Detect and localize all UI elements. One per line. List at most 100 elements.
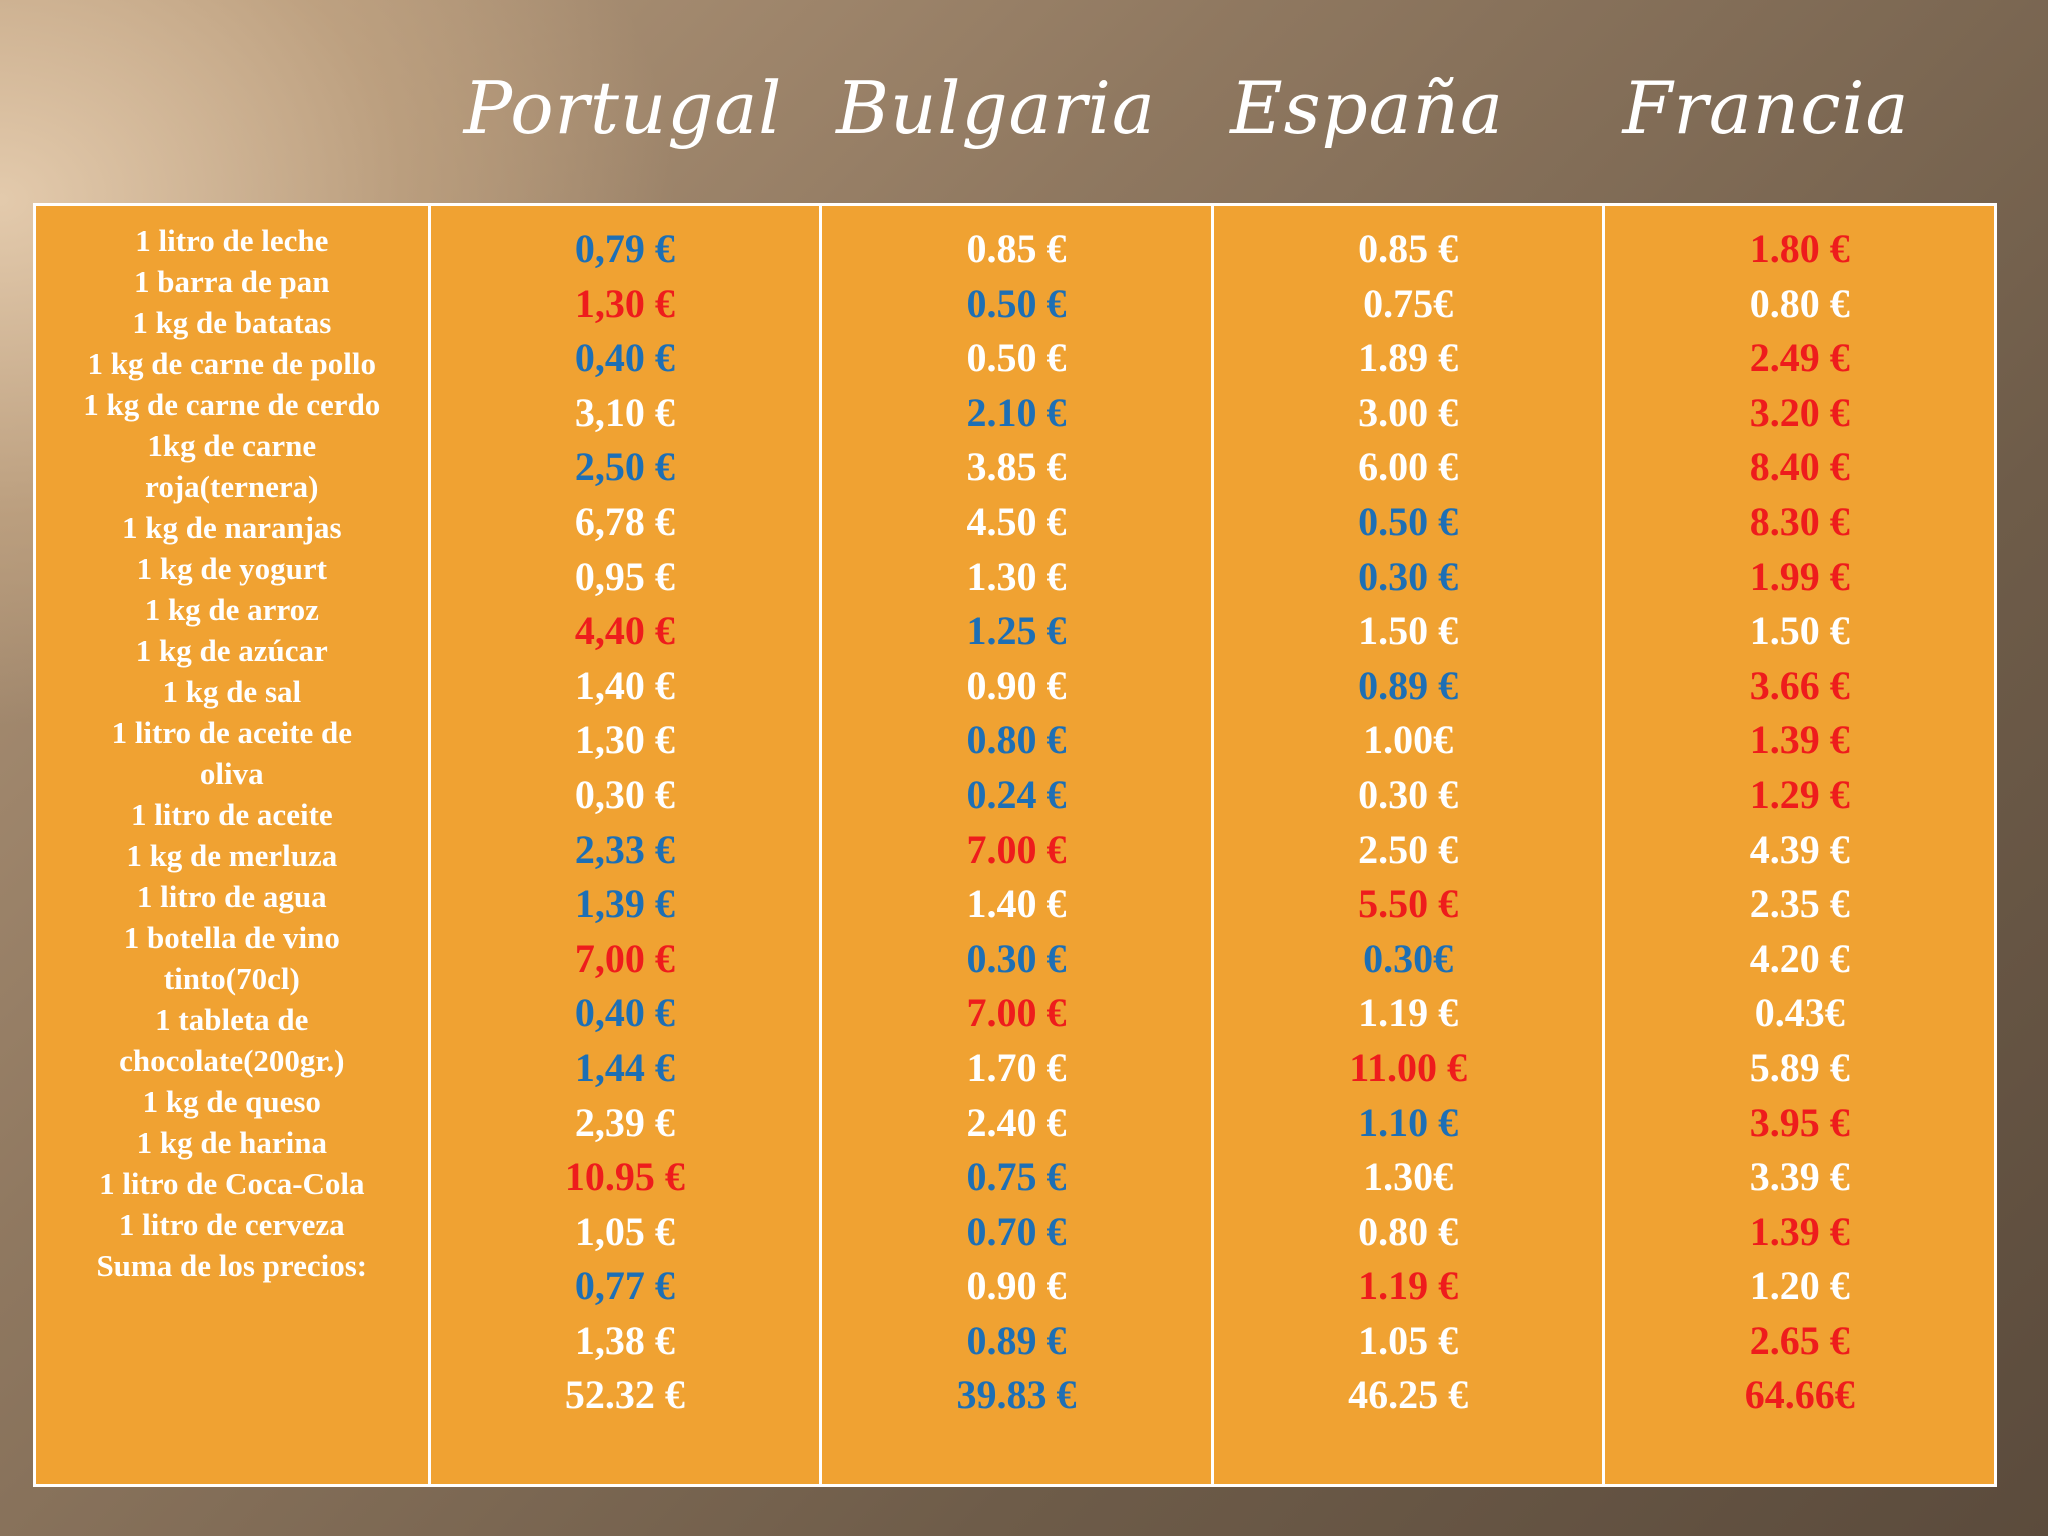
- price-cell: 0.75 €: [966, 1154, 1067, 1200]
- product-label-line: 1 litro de aceite: [130, 797, 333, 832]
- price-cell: 3.85 €: [966, 444, 1067, 490]
- header-bulgaria: Bulgaria: [836, 66, 1156, 150]
- product-label-line: 1 kg de carne de cerdo: [83, 387, 381, 422]
- price-cell: 1.89 €: [1358, 335, 1459, 381]
- price-cell: 2,33 €: [574, 826, 675, 872]
- price-column-bulgaria: 0.85 € 0.50 € 0.50 € 2.10 € 3.85 € 4.50 € 1.30…: [819, 206, 1211, 1484]
- price-cell: 1.19 €: [1358, 990, 1459, 1036]
- price-cell: 0.80 €: [966, 717, 1067, 763]
- price-cell: 1.39 €: [1749, 1208, 1850, 1254]
- price-cell: 0.30 €: [966, 935, 1067, 981]
- price-cell: 0,40 €: [574, 335, 675, 381]
- price-total: 39.83 €: [956, 1372, 1077, 1418]
- price-cell: 1,40 €: [574, 662, 675, 708]
- price-cell: 4.39 €: [1749, 826, 1850, 872]
- price-cell: 2.50 €: [1358, 826, 1459, 872]
- price-cell: 11.00 €: [1349, 1044, 1468, 1090]
- price-cell: 1.25 €: [966, 608, 1067, 654]
- price-cell: 1,38 €: [574, 1317, 675, 1363]
- price-cell: 1,44 €: [574, 1044, 675, 1090]
- header-francia: Francia: [1622, 66, 1910, 150]
- price-cell: 0.85 €: [966, 226, 1067, 271]
- price-cell: 1.30 €: [966, 553, 1067, 599]
- product-label-line: 1 kg de queso: [142, 1084, 321, 1119]
- price-cell: 8.30 €: [1749, 498, 1850, 544]
- price-cell: 6,78 €: [574, 498, 675, 544]
- product-label-line: 1 kg de naranjas: [121, 510, 342, 545]
- price-cell: 1.20 €: [1749, 1263, 1850, 1309]
- price-cell: 3.00 €: [1358, 389, 1459, 435]
- product-label-line: 1 kg de sal: [162, 674, 302, 709]
- price-cell: 1.10 €: [1358, 1099, 1459, 1145]
- price-cell: 4.50 €: [966, 498, 1067, 544]
- price-total: 64.66€: [1744, 1372, 1855, 1418]
- price-cell: 1.29 €: [1749, 771, 1850, 817]
- price-cell: 2.40 €: [966, 1099, 1067, 1145]
- product-label-line: 1kg de carne: [147, 428, 317, 463]
- product-label-line: 1 kg de yogurt: [136, 551, 327, 586]
- price-cell: 0.80 €: [1358, 1208, 1459, 1254]
- price-cell: 6.00 €: [1358, 444, 1459, 490]
- price-total: 46.25 €: [1348, 1372, 1469, 1418]
- price-cell: 1.70 €: [966, 1044, 1067, 1090]
- price-cell: 0.50 €: [1358, 498, 1459, 544]
- price-cell: 1,30 €: [574, 717, 675, 763]
- price-cell: 0.85 €: [1358, 226, 1459, 271]
- price-column-espana: 0.85 € 0.75€ 1.89 € 3.00 € 6.00 € 0.50 € 0.30 …: [1210, 206, 1603, 1484]
- price-cell: 0,40 €: [574, 990, 675, 1036]
- product-label-column: 1 litro de leche 1 barra de pan 1 kg de ba…: [36, 206, 428, 1484]
- price-cell: 1.99 €: [1749, 553, 1850, 599]
- price-cell: 1.30€: [1363, 1154, 1454, 1200]
- header-portugal: Portugal: [463, 66, 783, 150]
- price-cell: 3.66 €: [1749, 662, 1850, 708]
- price-cell: 1.39 €: [1749, 717, 1850, 763]
- product-label-line: 1 kg de arroz: [144, 592, 319, 627]
- price-cell: 0,79 €: [574, 226, 675, 271]
- product-label-line: 1 litro de agua: [136, 879, 327, 914]
- price-cell: 1.05 €: [1358, 1317, 1459, 1363]
- price-cell: 8.40 €: [1749, 444, 1850, 490]
- price-cell: 10.95 €: [564, 1154, 685, 1200]
- price-cell: 0.43€: [1754, 990, 1845, 1036]
- price-total: 52.32 €: [564, 1372, 685, 1418]
- product-label-line: 1 litro de cerveza: [118, 1207, 345, 1242]
- price-cell: 5.89 €: [1749, 1044, 1850, 1090]
- price-cell: 0.80 €: [1749, 280, 1850, 326]
- price-cell: 3.20 €: [1749, 389, 1850, 435]
- price-cell: 3.39 €: [1749, 1154, 1850, 1200]
- price-cell: 0.89 €: [966, 1317, 1067, 1363]
- product-label-line: chocolate(200gr.): [119, 1043, 345, 1078]
- price-cell: 0.50 €: [966, 280, 1067, 326]
- price-cell: 7.00 €: [966, 990, 1067, 1036]
- price-cell: 0.50 €: [966, 335, 1067, 381]
- price-cell: 1.50 €: [1358, 608, 1459, 654]
- price-cell: 0.89 €: [1358, 662, 1459, 708]
- price-cell: 0.30 €: [1358, 553, 1459, 599]
- price-cell: 2.10 €: [966, 389, 1067, 435]
- price-cell: 0.90 €: [966, 662, 1067, 708]
- price-cell: 4.20 €: [1749, 935, 1850, 981]
- price-cell: 0,30 €: [574, 771, 675, 817]
- price-column-portugal: 0,79 € 1,30 € 0,40 € 3,10 € 2,50 € 6,78 € 0,95…: [427, 206, 820, 1484]
- product-label-line: 1 kg de harina: [136, 1125, 327, 1160]
- price-column-francia: 1.80 € 0.80 € 2.49 € 3.20 € 8.40 € 8.30 € 1.99…: [1602, 206, 1994, 1484]
- price-cell: 4,40 €: [574, 608, 675, 654]
- product-label-line: 1 litro de aceite de: [111, 715, 353, 750]
- product-label-line: 1 kg de azúcar: [135, 633, 328, 668]
- price-cell: 0,95 €: [574, 553, 675, 599]
- country-headers: Portugal Bulgaria España Francia: [0, 58, 2048, 168]
- price-cell: 0.30€: [1363, 935, 1454, 981]
- price-cell: 0.30 €: [1358, 771, 1459, 817]
- price-cell: 1.00€: [1363, 717, 1454, 763]
- price-cell: 1,05 €: [574, 1208, 675, 1254]
- price-cell: 5.50 €: [1358, 881, 1459, 927]
- price-table: 1 litro de leche 1 barra de pan 1 kg de ba…: [33, 203, 1997, 1487]
- price-cell: 0.90 €: [966, 1263, 1067, 1309]
- product-label-line: 1 barra de pan: [134, 264, 330, 299]
- price-cell: 2,50 €: [574, 444, 675, 490]
- header-espana: España: [1230, 66, 1504, 150]
- price-cell: 2.65 €: [1749, 1317, 1850, 1363]
- price-cell: 3,10 €: [574, 389, 675, 435]
- price-cell: 1.50 €: [1749, 608, 1850, 654]
